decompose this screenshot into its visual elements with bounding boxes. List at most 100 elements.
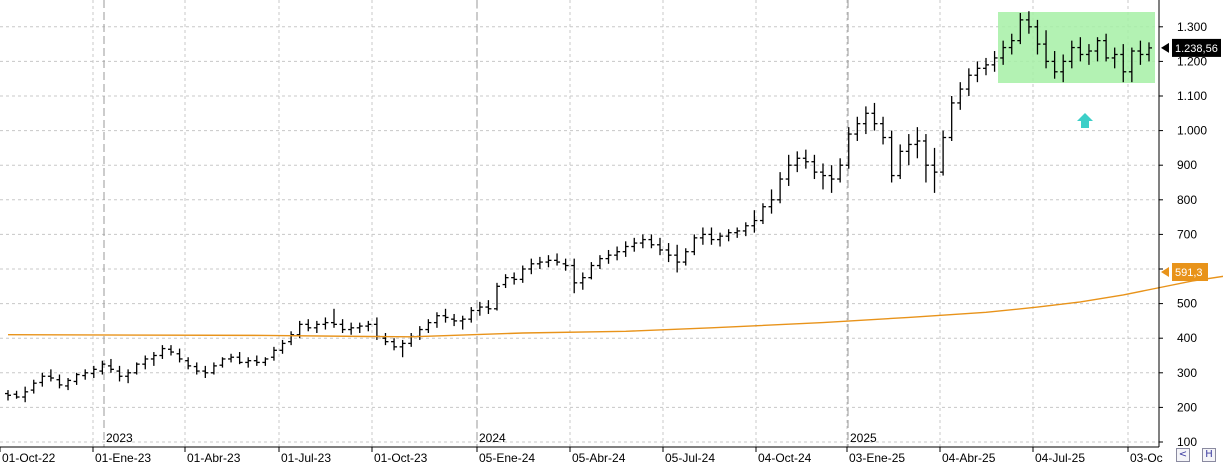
ohlc-bar bbox=[159, 345, 166, 359]
ohlc-bar bbox=[957, 82, 964, 110]
ohlc-bar bbox=[1103, 33, 1110, 62]
ohlc-bar bbox=[1094, 37, 1101, 62]
ohlc-bars bbox=[5, 11, 1152, 403]
ohlc-bar bbox=[742, 222, 749, 237]
chart-settings-button[interactable]: H bbox=[1202, 448, 1216, 462]
ohlc-bar bbox=[168, 345, 174, 356]
year-label: 2025 bbox=[850, 431, 877, 445]
x-tick-label: 03-Oc bbox=[1130, 451, 1163, 464]
ohlc-bar bbox=[1034, 19, 1041, 55]
ohlc-bar bbox=[1000, 40, 1007, 65]
ohlc-bar bbox=[871, 102, 878, 131]
ohlc-bar bbox=[768, 189, 775, 214]
ohlc-bar bbox=[922, 134, 929, 183]
ohlc-bar bbox=[571, 258, 578, 294]
y-tick-label: 100 bbox=[1177, 435, 1197, 449]
ohlc-bar bbox=[802, 149, 809, 169]
ohlc-bar bbox=[862, 106, 869, 135]
ohlc-bar bbox=[948, 96, 955, 141]
ohlc-bar bbox=[811, 154, 818, 180]
scroll-left-button[interactable]: < bbox=[1176, 448, 1190, 462]
ohlc-bar bbox=[150, 352, 157, 366]
ohlc-bar bbox=[65, 377, 72, 391]
ohlc-bar bbox=[751, 210, 758, 233]
x-tick-label: 01-Ene-23 bbox=[95, 451, 151, 464]
ohlc-bar bbox=[339, 319, 346, 334]
ohlc-bar bbox=[1085, 44, 1092, 65]
ohlc-bar bbox=[622, 241, 629, 257]
last-price-pointer bbox=[1161, 42, 1169, 53]
x-tick-label: 01-Oct-22 bbox=[2, 451, 56, 464]
last-price-tag: 1.238,56 bbox=[1161, 38, 1221, 57]
ohlc-bar bbox=[1077, 37, 1084, 62]
ohlc-bar bbox=[785, 154, 792, 186]
y-tick-label: 300 bbox=[1177, 366, 1197, 380]
ohlc-bar bbox=[725, 229, 732, 242]
ohlc-bar bbox=[854, 116, 861, 141]
y-tick-label: 900 bbox=[1177, 158, 1197, 172]
ohlc-bar bbox=[442, 308, 449, 323]
ohlc-bar bbox=[245, 357, 252, 368]
ohlc-bar bbox=[185, 357, 192, 370]
y-tick-label: 700 bbox=[1177, 227, 1197, 241]
ohlc-bar bbox=[588, 262, 595, 280]
ohlc-bar bbox=[1137, 40, 1144, 65]
ohlc-bar bbox=[940, 130, 947, 176]
ohlc-bar bbox=[13, 390, 20, 399]
ohlc-bar bbox=[657, 237, 663, 256]
x-tick-label: 01-Jul-23 bbox=[281, 451, 331, 464]
year-labels: 2023 2024 2025 bbox=[106, 431, 877, 445]
ohlc-bar bbox=[1128, 47, 1135, 83]
consolidation-range-box bbox=[998, 12, 1155, 83]
ohlc-bar bbox=[313, 320, 320, 334]
y-tick-label: 1.100 bbox=[1177, 89, 1207, 103]
ohlc-bar bbox=[794, 151, 801, 173]
ohlc-bar bbox=[1017, 12, 1024, 45]
y-tick-label: 1.000 bbox=[1177, 124, 1207, 138]
ohlc-bar bbox=[820, 163, 826, 190]
ohlc-bar bbox=[682, 248, 689, 266]
y-tick-label: 1.200 bbox=[1177, 54, 1207, 68]
up-arrow-icon bbox=[1077, 113, 1093, 128]
ohlc-bar bbox=[665, 243, 672, 263]
ohlc-bar bbox=[116, 365, 123, 382]
ohlc-bar bbox=[451, 313, 458, 327]
ohlc-bar bbox=[365, 320, 372, 332]
ohlc-bar bbox=[880, 116, 887, 145]
ohlc-bar bbox=[433, 312, 440, 328]
ohlc-bar bbox=[699, 227, 706, 245]
x-tick-label: 05-Jul-24 bbox=[665, 451, 715, 464]
ohlc-bar bbox=[22, 386, 29, 403]
ohlc-bar bbox=[331, 308, 337, 328]
ohlc-bar bbox=[639, 234, 646, 249]
ohlc-bar bbox=[605, 249, 612, 264]
x-tick-label: 04-Jul-25 bbox=[1035, 451, 1085, 464]
ohlc-bar bbox=[391, 338, 398, 351]
ohlc-bar bbox=[974, 61, 981, 83]
ohlc-bar bbox=[408, 333, 415, 347]
ohlc-bar bbox=[348, 322, 355, 335]
ohlc-bar bbox=[536, 256, 543, 269]
ohlc-bar bbox=[288, 331, 295, 346]
ohlc-bar bbox=[511, 272, 518, 285]
ohlc-bar bbox=[494, 282, 500, 311]
ohlc-bar bbox=[965, 68, 972, 96]
ohlc-bar bbox=[1043, 30, 1050, 69]
ohlc-bar bbox=[90, 365, 97, 378]
ohlc-bar bbox=[1025, 11, 1032, 34]
ohlc-bar bbox=[1146, 42, 1152, 62]
last-price-box bbox=[1172, 38, 1221, 57]
ohlc-bar bbox=[734, 227, 741, 238]
x-tick-label: 03-Ene-25 bbox=[849, 451, 905, 464]
ohlc-bar bbox=[228, 353, 235, 363]
ohlc-bar bbox=[1060, 54, 1067, 83]
ohlc-bar bbox=[468, 307, 475, 323]
moving-average-box bbox=[1172, 263, 1208, 282]
ohlc-bar bbox=[905, 134, 912, 166]
year-label: 2023 bbox=[106, 431, 133, 445]
ohlc-bar bbox=[56, 374, 63, 389]
ohlc-bar bbox=[236, 352, 243, 365]
last-price-label: 1.238,56 bbox=[1175, 43, 1218, 55]
ohlc-bar bbox=[502, 274, 509, 289]
